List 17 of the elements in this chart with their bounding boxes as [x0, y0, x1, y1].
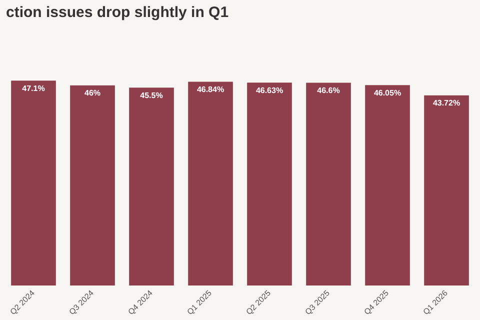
- bar: [306, 82, 351, 286]
- data-label: 46.6%: [317, 86, 340, 95]
- data-label: 46%: [84, 88, 101, 98]
- data-label: 47.1%: [22, 84, 45, 93]
- chart-title: ction issues drop slightly in Q1: [6, 4, 229, 21]
- bar: [188, 82, 233, 286]
- bar: [247, 82, 292, 286]
- bar: [70, 85, 115, 286]
- data-label: 46.84%: [196, 84, 224, 94]
- data-label: 46.05%: [374, 88, 402, 98]
- bar: [365, 85, 410, 286]
- data-label: 45.5%: [140, 90, 163, 100]
- bar: [424, 95, 469, 286]
- data-label: 43.72%: [432, 98, 460, 108]
- bar: [129, 88, 174, 286]
- bar: [11, 80, 56, 286]
- data-label: 46.63%: [256, 86, 284, 95]
